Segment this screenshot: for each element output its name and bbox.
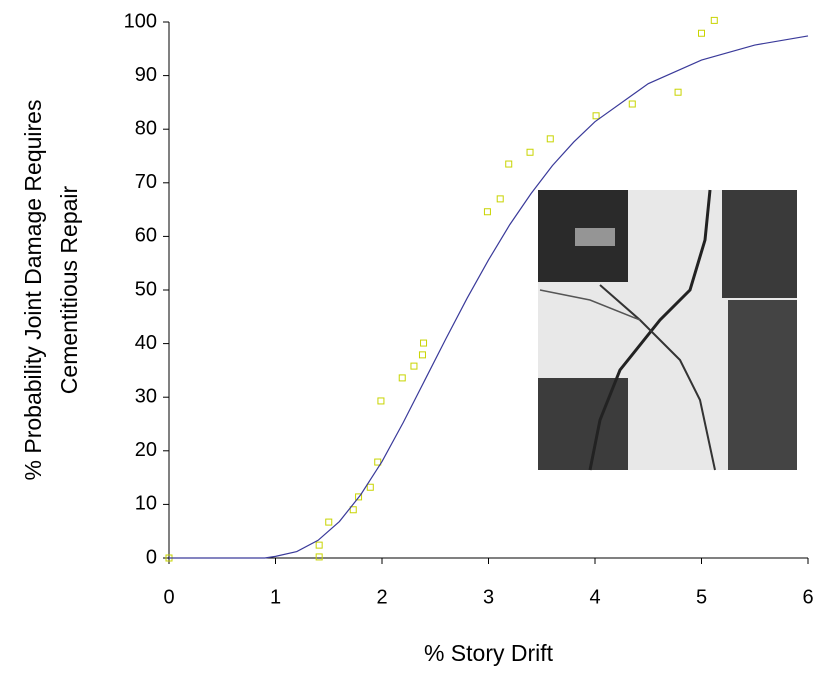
x-tick-label: 1: [270, 586, 281, 608]
data-point: [546, 135, 554, 143]
data-point: [420, 339, 428, 347]
y-tick-label: 30: [135, 385, 157, 407]
data-point: [315, 553, 323, 561]
fit-curve: [169, 35, 809, 559]
x-axis-label: % Story Drift: [424, 640, 554, 666]
inset-photo: [538, 189, 797, 471]
data-point: [674, 88, 682, 96]
data-point: [398, 374, 406, 382]
x-tick-label: 3: [483, 586, 494, 608]
y-axis-label: Cementitious Repair: [56, 185, 82, 394]
data-point: [377, 397, 385, 405]
data-point: [483, 208, 491, 216]
y-tick-label: 0: [146, 546, 157, 568]
data-point: [325, 518, 333, 526]
y-tick-label: 40: [135, 332, 157, 354]
data-point: [349, 506, 357, 514]
x-tick-label: 0: [163, 586, 174, 608]
data-point: [355, 493, 363, 501]
data-point: [410, 362, 418, 370]
y-tick-label: 20: [135, 439, 157, 461]
data-point: [628, 100, 636, 108]
y-axis-label: % Probability Joint Damage Requires: [20, 100, 46, 481]
y-tick-label: 80: [135, 117, 157, 139]
data-point: [505, 160, 513, 168]
y-tick-label: 50: [135, 278, 157, 300]
x-tick-label: 6: [802, 586, 813, 608]
y-tick-label: 90: [135, 64, 157, 86]
data-point: [315, 541, 323, 549]
x-tick-label: 2: [376, 586, 387, 608]
data-point: [374, 458, 382, 466]
y-tick-label: 100: [124, 10, 157, 32]
data-point: [710, 16, 718, 24]
data-point: [418, 351, 426, 359]
y-tick-label: 70: [135, 171, 157, 193]
data-point: [496, 195, 504, 203]
data-point: [698, 29, 705, 37]
data-point: [366, 483, 374, 491]
data-point: [526, 148, 534, 156]
y-tick-label: 60: [135, 225, 157, 247]
y-tick-label: 10: [135, 493, 157, 515]
data-point: [592, 112, 600, 120]
x-tick-label: 5: [696, 586, 707, 608]
x-tick-label: 4: [589, 586, 600, 608]
